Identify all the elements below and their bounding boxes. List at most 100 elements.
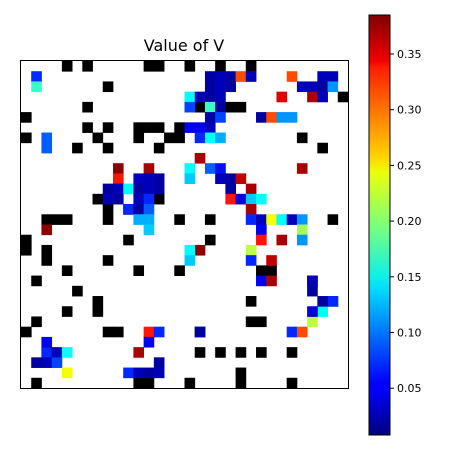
value-cell bbox=[286, 326, 298, 338]
wall-cell bbox=[194, 347, 206, 358]
value-cell bbox=[194, 122, 206, 133]
value-cell bbox=[317, 296, 328, 307]
value-cell bbox=[133, 347, 145, 358]
wall-cell bbox=[194, 101, 206, 113]
value-cell bbox=[276, 112, 288, 123]
wall-cell bbox=[153, 122, 165, 133]
value-cell bbox=[276, 234, 288, 246]
value-cell bbox=[245, 193, 257, 205]
wall-cell bbox=[61, 306, 73, 317]
value-cell bbox=[194, 91, 206, 103]
wall-cell bbox=[143, 122, 155, 133]
value-cell bbox=[143, 204, 155, 215]
value-cell bbox=[153, 357, 165, 368]
value-cell bbox=[143, 326, 155, 338]
value-cell bbox=[296, 234, 308, 246]
value-cell bbox=[41, 224, 53, 236]
value-cell bbox=[31, 81, 42, 93]
wall-cell bbox=[204, 234, 216, 246]
wall-cell bbox=[133, 132, 145, 144]
value-cell bbox=[256, 275, 267, 287]
wall-cell bbox=[245, 316, 257, 328]
value-cell bbox=[245, 71, 257, 82]
value-cell bbox=[112, 163, 124, 174]
wall-cell bbox=[133, 122, 145, 133]
wall-cell bbox=[102, 255, 114, 266]
wall-cell bbox=[296, 132, 308, 144]
value-cell bbox=[133, 183, 145, 195]
wall-cell bbox=[21, 234, 32, 246]
value-cell bbox=[204, 122, 216, 133]
wall-cell bbox=[133, 377, 145, 389]
value-cell bbox=[256, 193, 267, 205]
colorbar-tick-label: 0.20 bbox=[397, 215, 422, 228]
value-cell bbox=[256, 112, 267, 123]
value-cell bbox=[307, 81, 318, 93]
chart-title: Value of V bbox=[143, 36, 225, 55]
value-cell bbox=[256, 224, 267, 236]
value-cell bbox=[307, 275, 318, 287]
value-cell bbox=[245, 183, 257, 195]
value-cell bbox=[286, 112, 298, 123]
value-cell bbox=[296, 163, 308, 174]
wall-cell bbox=[61, 61, 73, 72]
value-cell bbox=[102, 183, 114, 195]
value-cell bbox=[204, 71, 216, 82]
wall-cell bbox=[256, 265, 267, 276]
wall-cell bbox=[286, 377, 298, 389]
value-cell bbox=[133, 204, 145, 215]
value-cell bbox=[307, 285, 318, 297]
colorbar-tick-label: 0.05 bbox=[397, 382, 422, 395]
value-cell bbox=[51, 357, 63, 368]
wall-cell bbox=[215, 61, 226, 72]
heatmap-cells bbox=[21, 61, 349, 389]
value-cell bbox=[245, 244, 257, 256]
value-cell bbox=[317, 71, 328, 82]
value-cell bbox=[112, 183, 124, 195]
value-cell bbox=[204, 81, 216, 93]
wall-cell bbox=[153, 142, 165, 154]
wall-cell bbox=[21, 326, 32, 338]
value-cell bbox=[225, 71, 236, 82]
value-cell bbox=[194, 132, 206, 144]
value-cell bbox=[153, 183, 165, 195]
value-cell bbox=[317, 91, 328, 103]
value-cell bbox=[102, 193, 114, 205]
value-cell bbox=[61, 367, 73, 379]
value-cell bbox=[184, 163, 196, 174]
value-cell bbox=[276, 91, 288, 103]
value-cell bbox=[225, 183, 236, 195]
wall-cell bbox=[21, 132, 32, 144]
value-cell bbox=[296, 224, 308, 236]
value-cell bbox=[133, 193, 145, 205]
wall-cell bbox=[286, 347, 298, 358]
wall-cell bbox=[225, 101, 236, 113]
wall-cell bbox=[245, 61, 257, 72]
value-cell bbox=[276, 214, 288, 225]
wall-cell bbox=[41, 214, 53, 225]
wall-cell bbox=[235, 367, 247, 379]
value-cell bbox=[225, 193, 236, 205]
value-cell bbox=[215, 81, 226, 93]
value-cell bbox=[245, 255, 257, 266]
wall-cell bbox=[92, 132, 104, 144]
value-cell bbox=[133, 173, 145, 185]
wall-cell bbox=[21, 112, 32, 123]
colorbar-tick-label: 0.10 bbox=[397, 327, 422, 340]
colorbar-tick-label: 0.30 bbox=[397, 104, 422, 117]
wall-cell bbox=[82, 101, 93, 113]
value-cell bbox=[215, 112, 226, 123]
value-cell bbox=[133, 367, 145, 379]
wall-cell bbox=[235, 377, 247, 389]
colorbar: 0.05 0.10 0.15 0.20 0.25 0.30 0.35 bbox=[368, 14, 422, 436]
value-cell bbox=[153, 326, 165, 338]
value-cell bbox=[112, 193, 124, 205]
value-cell bbox=[184, 173, 196, 185]
value-cell bbox=[235, 193, 247, 205]
wall-cell bbox=[102, 142, 114, 154]
value-cell bbox=[317, 81, 328, 93]
wall-cell bbox=[153, 193, 165, 205]
value-cell bbox=[143, 214, 155, 225]
wall-cell bbox=[174, 122, 185, 133]
